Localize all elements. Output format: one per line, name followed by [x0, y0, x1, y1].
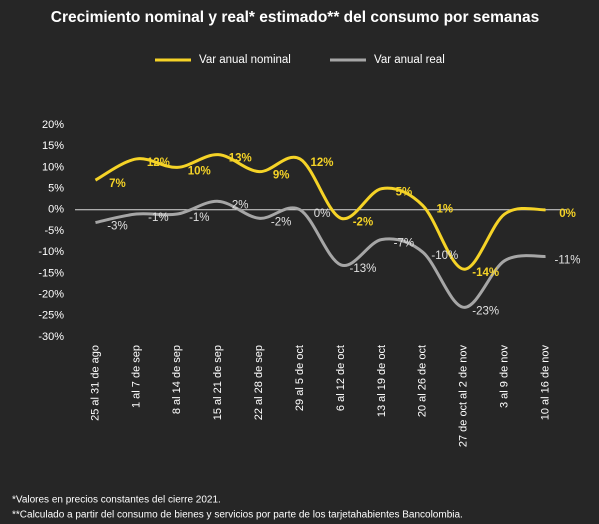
- data-label: 12%: [147, 157, 170, 169]
- footnote: *Valores en precios constantes del cierr…: [12, 495, 221, 506]
- data-label: 10%: [188, 165, 211, 177]
- data-label: -1%: [148, 212, 168, 224]
- footnote: **Calculado a partir del consumo de bien…: [12, 510, 463, 521]
- y-tick-label: -5%: [44, 225, 64, 237]
- data-label: -7%: [394, 238, 414, 250]
- data-label: 0%: [559, 208, 576, 220]
- x-tick-label: 13 al 19 de oct: [376, 345, 388, 417]
- data-label: -13%: [350, 263, 377, 275]
- x-tick-label: 10 al 16 de nov: [539, 345, 551, 421]
- x-tick-label: 15 al 21 de sep: [212, 345, 224, 420]
- x-tick-label: 6 al 12 de oct: [335, 345, 347, 411]
- data-label: 1%: [436, 204, 453, 216]
- y-tick-label: -10%: [38, 246, 64, 258]
- x-tick-label: 27 de oct al 2 de nov: [458, 345, 470, 448]
- y-tick-label: 0%: [48, 204, 64, 216]
- y-tick-label: -30%: [38, 331, 64, 343]
- data-label: -2%: [353, 216, 373, 228]
- x-tick-label: 29 al 5 de oct: [294, 345, 306, 411]
- data-label: -11%: [555, 254, 581, 266]
- data-label: -23%: [472, 305, 499, 317]
- data-label: 7%: [109, 178, 126, 190]
- series-line: [95, 199, 546, 309]
- data-label: -3%: [107, 221, 127, 233]
- data-label: -14%: [472, 267, 499, 279]
- data-label: 12%: [311, 157, 334, 169]
- y-tick-label: -25%: [38, 310, 64, 322]
- data-label: 13%: [229, 153, 252, 165]
- data-label: -10%: [431, 250, 458, 262]
- x-tick-label: 20 al 26 de oct: [417, 345, 429, 417]
- x-tick-label: 22 al 28 de sep: [253, 345, 265, 420]
- series-line: [94, 153, 546, 271]
- x-tick-label: 8 al 14 de sep: [171, 345, 183, 414]
- y-tick-label: -20%: [38, 289, 64, 301]
- x-tick-label: 25 al 31 de ago: [89, 345, 101, 421]
- data-label: 5%: [396, 187, 413, 199]
- y-tick-label: 15%: [42, 140, 64, 152]
- data-label: -2%: [271, 216, 291, 228]
- y-tick-label: 5%: [48, 183, 64, 195]
- legend-label: Var anual nominal: [199, 54, 291, 66]
- data-label: 9%: [273, 170, 290, 182]
- data-label: -1%: [189, 212, 209, 224]
- y-tick-label: 20%: [42, 119, 64, 131]
- x-tick-label: 1 al 7 de sep: [130, 345, 142, 408]
- data-label: 0%: [314, 208, 331, 220]
- chart-title: Crecimiento nominal y real* estimado** d…: [51, 9, 539, 26]
- y-tick-label: 10%: [42, 161, 64, 173]
- x-tick-label: 3 al 9 de nov: [499, 345, 511, 408]
- y-tick-label: -15%: [38, 267, 64, 279]
- data-label: 2%: [232, 199, 249, 211]
- legend-label: Var anual real: [374, 54, 445, 66]
